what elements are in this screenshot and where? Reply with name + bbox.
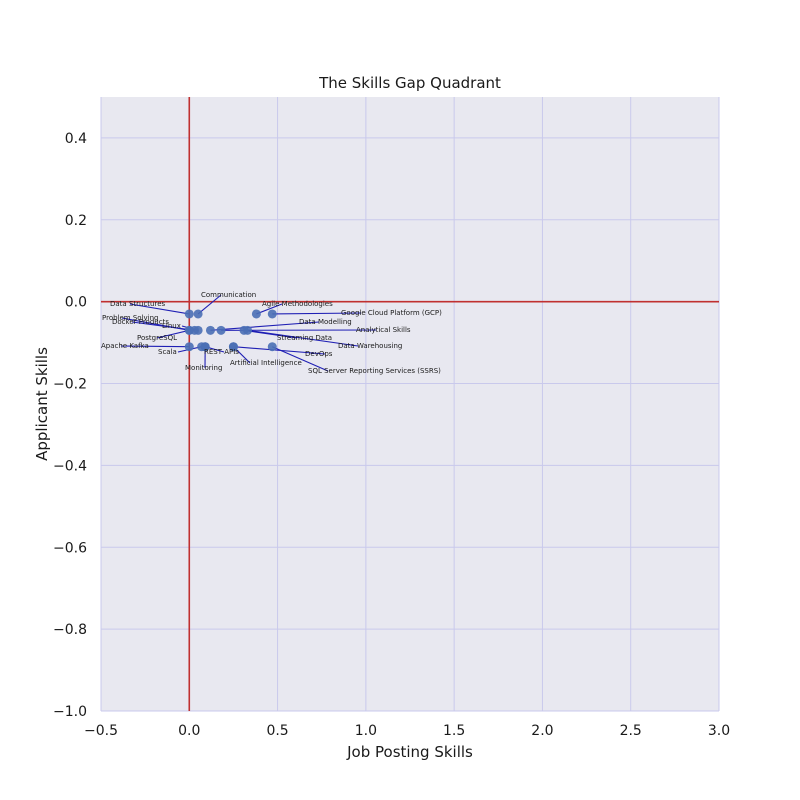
label-connector — [247, 329, 359, 347]
point-label: Apache Kafka — [101, 342, 149, 350]
data-point — [243, 325, 253, 335]
point-label: Problem Solving — [102, 314, 158, 322]
reference-lines — [101, 97, 719, 711]
data-point — [200, 342, 210, 352]
label-connector — [131, 321, 195, 331]
label-connector — [272, 312, 362, 315]
data-points — [184, 309, 277, 352]
point-label: Data Modelling — [299, 318, 352, 326]
point-label: SQL Server Reporting Services (SSRS) — [308, 367, 441, 375]
x-tick-label: 1.0 — [355, 723, 377, 739]
point-label: Docker Products — [112, 318, 169, 326]
x-tick-label: −0.5 — [84, 723, 118, 739]
y-tick-label: −0.4 — [53, 458, 87, 474]
label-connector — [197, 294, 222, 315]
point-label: Monitoring — [185, 364, 222, 372]
point-label: DevOps — [305, 350, 333, 358]
x-tick-label: 0.0 — [178, 723, 200, 739]
chart-title: The Skills Gap Quadrant — [318, 74, 501, 92]
point-label: Artificial Intelligence — [230, 359, 302, 367]
point-labels: Data Structures Communication Agile Method… — [101, 291, 442, 375]
point-label: REST APIs — [204, 348, 239, 356]
point-label: Linux — [162, 322, 181, 330]
y-tick-label: 0.0 — [65, 295, 87, 311]
x-axis-label: Job Posting Skills — [346, 743, 473, 761]
y-axis-label: Applicant Skills — [33, 347, 51, 461]
x-tick-label: 2.5 — [620, 723, 642, 739]
point-label: Agile Methodologies — [262, 300, 333, 308]
data-point — [228, 342, 238, 352]
y-tick-labels: −1.0 −0.8 −0.6 −0.4 −0.2 0.0 0.2 0.4 — [53, 131, 87, 720]
x-tick-label: 1.5 — [443, 723, 465, 739]
point-label: Communication — [201, 291, 256, 299]
y-tick-label: −0.6 — [53, 540, 87, 556]
label-connector — [233, 346, 326, 355]
point-label: Data Warehousing — [338, 342, 402, 350]
point-label: Data Structures — [110, 300, 166, 308]
y-tick-label: 0.4 — [65, 131, 87, 147]
y-tick-label: 0.2 — [65, 213, 87, 229]
point-label: Scala — [158, 348, 177, 356]
x-tick-label: 2.0 — [531, 723, 553, 739]
y-tick-label: −0.8 — [53, 622, 87, 638]
x-tick-label: 0.5 — [266, 723, 288, 739]
point-label: PostgreSQL — [137, 334, 177, 342]
label-connector — [129, 303, 190, 315]
data-point — [184, 342, 194, 352]
data-point — [251, 309, 261, 319]
label-connector — [156, 329, 190, 339]
data-point — [184, 325, 194, 335]
label-connector — [256, 303, 283, 315]
y-tick-label: −0.2 — [53, 377, 87, 393]
point-label: Google Cloud Platform (GCP) — [341, 309, 442, 317]
data-point — [193, 325, 203, 335]
data-point — [184, 309, 194, 319]
plot-background — [101, 97, 719, 711]
point-label: Analytical Skills — [356, 326, 411, 334]
y-tick-label: −1.0 — [53, 704, 87, 720]
x-tick-label: 3.0 — [708, 723, 730, 739]
data-point — [205, 325, 215, 335]
label-connector — [120, 345, 190, 348]
x-tick-labels: −0.5 0.0 0.5 1.0 1.5 2.0 2.5 3.0 — [84, 723, 730, 739]
label-connector — [210, 321, 320, 331]
data-point — [193, 309, 203, 319]
data-point — [267, 342, 277, 352]
point-label: Streaming Data — [277, 334, 332, 342]
data-point — [267, 309, 277, 319]
data-point — [216, 325, 226, 335]
label-connector — [272, 346, 329, 372]
